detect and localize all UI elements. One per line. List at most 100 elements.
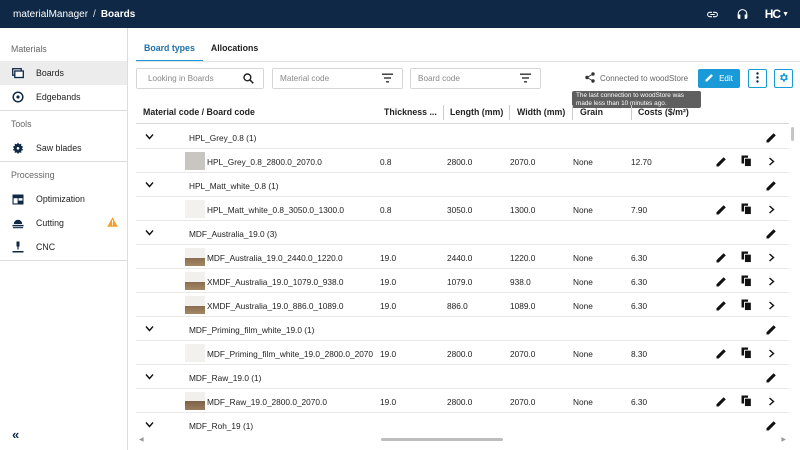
company-logo-menu[interactable]: HC ▼: [765, 7, 789, 21]
horizontal-scrollbar[interactable]: ◀ ▶: [136, 436, 789, 444]
table-row[interactable]: XMDF_Australia_19.0_1079.0_938.0 19.0 1079…: [136, 269, 789, 293]
copy-icon[interactable]: [740, 251, 752, 263]
edit-row-icon[interactable]: [715, 395, 727, 407]
edit-row-icon[interactable]: [715, 203, 727, 215]
column-divider[interactable]: [509, 105, 510, 120]
table-row[interactable]: HPL_Grey_0.8_2800.0_2070.0 0.8 2800.0 2070.…: [136, 149, 789, 173]
scrollbar-thumb[interactable]: [381, 438, 503, 441]
group-row[interactable]: MDF_Australia_19.0 (3): [136, 221, 789, 245]
app-name[interactable]: materialManager: [13, 8, 89, 20]
chevron-right-icon[interactable]: [765, 395, 777, 407]
chevron-right-icon[interactable]: [765, 275, 777, 287]
group-row[interactable]: HPL_Grey_0.8 (1): [136, 125, 789, 149]
group-row[interactable]: MDF_Priming_film_white_19.0 (1): [136, 317, 789, 341]
tab-board-types[interactable]: Board types: [136, 36, 203, 62]
cell-width: 2070.0: [510, 157, 536, 167]
column-divider[interactable]: [631, 105, 632, 120]
copy-icon[interactable]: [740, 395, 752, 407]
edit-group-icon[interactable]: [765, 419, 777, 431]
chevron-down-icon[interactable]: [145, 228, 154, 238]
group-row[interactable]: HPL_Matt_white_0.8 (1): [136, 173, 789, 197]
cell-board-code: MDF_Australia_19.0_2440.0_1220.0: [207, 253, 343, 263]
column-header-length[interactable]: Length (mm): [450, 107, 504, 117]
board-swatch-image: [185, 296, 205, 314]
group-title: MDF_Priming_film_white_19.0 (1): [189, 325, 315, 335]
group-title: HPL_Grey_0.8 (1): [189, 133, 257, 143]
edit-row-icon[interactable]: [715, 275, 727, 287]
copy-icon[interactable]: [740, 347, 752, 359]
sidebar-item-optimization[interactable]: Optimization: [0, 187, 127, 211]
column-divider[interactable]: [443, 105, 444, 120]
search-input[interactable]: Looking in Boards: [136, 68, 264, 89]
link-icon[interactable]: [705, 6, 721, 22]
chevron-right-icon[interactable]: [765, 203, 777, 215]
warning-icon: [107, 217, 118, 229]
edit-group-icon[interactable]: [765, 371, 777, 383]
edit-group-icon[interactable]: [765, 131, 777, 143]
edit-button[interactable]: Edit: [698, 69, 740, 88]
connection-status[interactable]: Connected to woodStore: [585, 72, 688, 85]
sidebar-item-saw-blades[interactable]: Saw blades: [0, 136, 127, 160]
group-row[interactable]: MDF_Raw_19.0 (1): [136, 365, 789, 389]
table-row[interactable]: MDF_Australia_19.0_2440.0_1220.0 19.0 2440…: [136, 245, 789, 269]
chevron-down-icon[interactable]: [145, 420, 154, 430]
tab-allocations[interactable]: Allocations: [210, 43, 259, 53]
sidebar-item-label: Optimization: [36, 194, 85, 204]
support-icon[interactable]: [735, 6, 751, 22]
column-header-thickness[interactable]: Thickness ...: [384, 107, 437, 117]
chevron-right-icon[interactable]: [765, 347, 777, 359]
edit-row-icon[interactable]: [715, 155, 727, 167]
material-code-filter[interactable]: Material code: [272, 68, 403, 89]
cell-grain: None: [573, 157, 593, 167]
sidebar-divider: [0, 161, 127, 162]
edit-row-icon[interactable]: [715, 251, 727, 263]
copy-icon[interactable]: [740, 203, 752, 215]
board-swatch-image: [185, 272, 205, 290]
cell-grain: None: [573, 205, 593, 215]
edit-group-icon[interactable]: [765, 323, 777, 335]
sidebar-item-boards[interactable]: Boards: [0, 61, 127, 85]
chevron-down-icon[interactable]: [145, 324, 154, 334]
sidebar-item-edgebands[interactable]: Edgebands: [0, 85, 127, 109]
column-header-width[interactable]: Width (mm): [517, 107, 566, 117]
edit-group-icon[interactable]: [765, 179, 777, 191]
table-row[interactable]: MDF_Raw_19.0_2800.0_2070.0 19.0 2800.0 2070…: [136, 389, 789, 413]
sidebar-item-cutting[interactable]: Cutting: [0, 211, 127, 235]
column-header-costs[interactable]: Costs ($/m²): [638, 107, 689, 117]
sidebar-item-cnc[interactable]: CNC: [0, 235, 127, 259]
column-header-grain[interactable]: Grain: [580, 107, 603, 117]
cell-length: 3050.0: [447, 205, 473, 215]
table-row[interactable]: HPL_Matt_white_0.8_3050.0_1300.0 0.8 3050.…: [136, 197, 789, 221]
board-code-filter[interactable]: Board code: [410, 68, 541, 89]
search-icon[interactable]: [243, 73, 254, 86]
filter-icon[interactable]: [520, 73, 531, 85]
copy-icon[interactable]: [740, 299, 752, 311]
edit-group-icon[interactable]: [765, 227, 777, 239]
more-options-button[interactable]: [748, 69, 767, 88]
chevron-right-icon[interactable]: [765, 299, 777, 311]
copy-icon[interactable]: [740, 155, 752, 167]
scroll-left-icon[interactable]: ◀: [139, 437, 144, 443]
chevron-down-icon[interactable]: [145, 180, 154, 190]
column-divider[interactable]: [572, 105, 573, 120]
table-row[interactable]: MDF_Priming_film_white_19.0_2800.0_2070 1…: [136, 341, 789, 365]
copy-icon[interactable]: [740, 275, 752, 287]
vertical-scrollbar[interactable]: [790, 125, 795, 436]
filter-icon[interactable]: [382, 73, 393, 85]
chevron-right-icon[interactable]: [765, 155, 777, 167]
collapse-sidebar-icon[interactable]: «: [12, 427, 20, 442]
settings-button[interactable]: [774, 69, 793, 88]
table-row[interactable]: XMDF_Australia_19.0_886.0_1089.0 19.0 886.…: [136, 293, 789, 317]
scroll-right-icon[interactable]: ▶: [781, 437, 786, 443]
scrollbar-thumb[interactable]: [791, 127, 794, 141]
edit-row-icon[interactable]: [715, 299, 727, 311]
sidebar: Materials Boards Edgebands Tools Saw bla…: [0, 28, 128, 450]
chevron-right-icon[interactable]: [765, 251, 777, 263]
chevron-down-icon[interactable]: [145, 372, 154, 382]
cell-grain: None: [573, 301, 593, 311]
column-header-code[interactable]: Material code / Board code: [143, 107, 255, 117]
chevron-down-icon[interactable]: [145, 132, 154, 142]
group-row[interactable]: MDF_Roh_19 (1): [136, 413, 789, 436]
edit-row-icon[interactable]: [715, 347, 727, 359]
cnc-icon: [12, 241, 24, 253]
